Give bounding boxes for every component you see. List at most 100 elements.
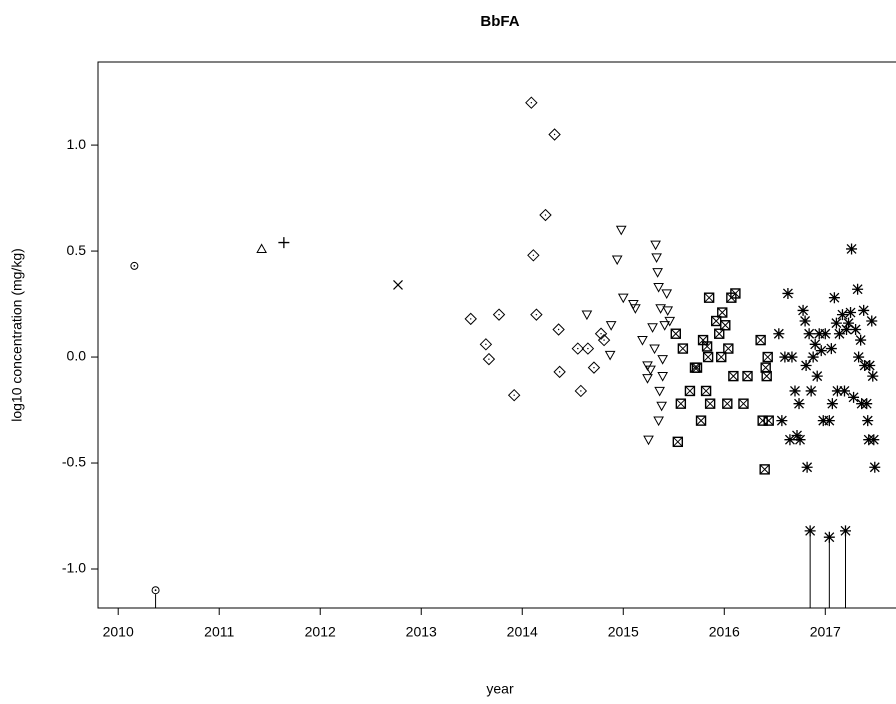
point: [848, 391, 860, 403]
point: [691, 362, 703, 373]
square: [762, 351, 773, 363]
x: [720, 320, 731, 331]
dot: [587, 347, 589, 350]
diamond: [530, 308, 543, 321]
diamond: [553, 365, 566, 379]
point: [643, 435, 654, 446]
point: [151, 586, 160, 595]
diamond: [571, 342, 585, 355]
point: [864, 360, 876, 372]
triangle: [655, 304, 666, 314]
dot: [513, 394, 515, 396]
triangle: [657, 355, 669, 365]
point: [738, 398, 749, 409]
dot: [577, 347, 579, 350]
asterisk: [825, 343, 837, 355]
asterisk: [867, 370, 879, 382]
point: [657, 355, 669, 365]
point: [773, 328, 785, 340]
asterisk: [862, 415, 874, 427]
asterisk: [839, 525, 851, 537]
triangle: [653, 416, 664, 427]
square: [723, 343, 734, 354]
diamond: [492, 308, 506, 321]
dot: [530, 101, 533, 104]
point: [605, 321, 617, 331]
circle: [151, 586, 160, 595]
point: [700, 385, 712, 397]
point: [861, 398, 873, 410]
triangle: [604, 350, 616, 361]
point: [789, 385, 801, 397]
point: [830, 317, 842, 329]
x-tick-label: 2011: [204, 624, 234, 640]
asterisk: [864, 360, 876, 372]
point: [794, 434, 806, 446]
x-tick-label: 2016: [709, 624, 740, 640]
point: [838, 385, 850, 397]
point: [813, 328, 825, 340]
y-tick-label: -0.5: [62, 454, 86, 470]
point: [587, 361, 601, 374]
asterisk: [779, 351, 791, 363]
asterisk: [813, 328, 825, 340]
point: [651, 253, 662, 263]
x: [702, 341, 712, 352]
asterisk: [836, 309, 848, 321]
triangle: [642, 374, 653, 384]
x: [717, 307, 728, 318]
asterisk: [800, 360, 812, 372]
square: [704, 398, 716, 409]
point: [548, 128, 561, 141]
diamond: [507, 388, 521, 402]
point: [553, 365, 566, 379]
point: [655, 304, 666, 314]
point: [661, 289, 673, 299]
x: [675, 398, 686, 409]
asterisk: [833, 328, 845, 340]
x: [698, 335, 708, 345]
diamond: [525, 96, 538, 109]
point: [858, 304, 870, 316]
point: [552, 323, 565, 336]
asterisk: [843, 317, 855, 329]
square: [730, 288, 741, 299]
square: [703, 292, 715, 303]
point: [811, 370, 823, 382]
point: [817, 415, 829, 427]
x: [705, 398, 715, 409]
plot-box: [97, 61, 896, 609]
x-axis-label: year: [486, 681, 514, 697]
asterisk: [773, 328, 785, 340]
asterisk: [817, 415, 829, 427]
point: [637, 335, 648, 346]
point: [652, 268, 663, 278]
dot: [532, 254, 535, 257]
asterisk: [855, 334, 867, 346]
point: [868, 434, 880, 446]
square: [691, 362, 703, 373]
triangle: [662, 306, 674, 316]
diamond: [482, 352, 496, 366]
point: [793, 398, 805, 410]
point: [845, 307, 857, 319]
x-tick-label: 2014: [507, 624, 538, 640]
dot: [133, 265, 136, 267]
cross: [393, 280, 403, 290]
triangle: [652, 268, 663, 278]
x: [761, 371, 772, 381]
asterisk: [784, 434, 796, 446]
point: [846, 243, 858, 255]
point: [862, 415, 874, 427]
asterisk: [815, 345, 827, 357]
triangle: [581, 310, 593, 321]
square: [677, 343, 689, 354]
triangle: [645, 365, 656, 376]
square: [755, 334, 766, 346]
dot: [544, 214, 547, 216]
x: [716, 352, 727, 362]
dot: [470, 318, 472, 320]
point: [630, 304, 641, 314]
asterisk: [811, 370, 823, 382]
